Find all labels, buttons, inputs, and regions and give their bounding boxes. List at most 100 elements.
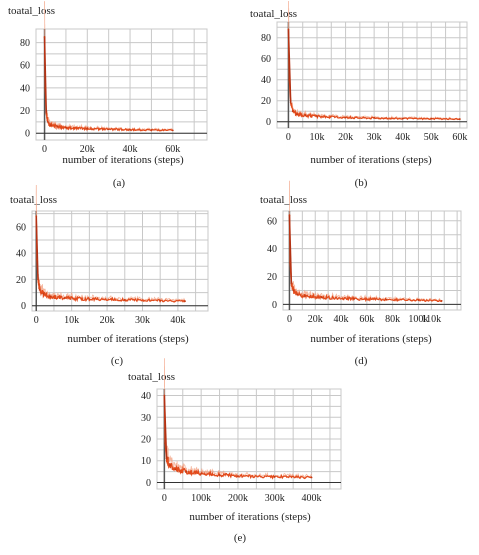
loss-data-point [310,476,313,479]
plot-frame [31,210,209,312]
y-tick-label: 0 [21,301,26,312]
loss-data-point [168,464,171,466]
chart-panel: toatal_loss 0 100k 200k 300k 400k 0 10 20 30 40 num… [128,358,342,544]
y-tick-label: 60 [261,54,271,65]
y-tick-label: 40 [267,244,277,255]
y-tick-label: 40 [16,249,26,260]
loss-data-point [86,127,89,130]
loss-series-shadow [35,184,186,303]
loss-data-point [42,292,45,295]
y-tick-label: 40 [20,83,30,94]
x-axis-label: number of iterations (steps) [189,511,311,523]
y-tick-label: 20 [267,272,277,283]
loss-data-point [288,214,291,217]
y-tick-label: 0 [25,129,30,140]
loss-data-point [36,258,38,261]
x-tick-label: 200k [228,493,248,504]
plot-frame [276,21,468,129]
panel-caption: (e) [234,532,247,544]
loss-data-point [45,111,48,114]
loss-initial-spike [288,215,293,284]
loss-data-point [164,442,166,445]
loss-data-point [43,36,46,38]
x-tick-label: 0 [42,144,47,155]
loss-data-point [35,215,38,218]
loss-data-point [316,115,318,118]
x-axis-label: number of iterations (steps) [67,333,189,345]
y-tick-label: 10 [141,456,151,467]
x-tick-label: 50k [424,132,439,143]
x-tick-label: 40k [395,132,410,143]
y-tick-label: 60 [20,61,30,72]
x-tick-label: 80k [385,314,400,325]
x-tick-label: 0 [287,314,292,325]
loss-data-point [49,295,52,298]
x-tick-label: 40k [123,144,138,155]
loss-initial-spike [43,36,48,113]
y-tick-label: 80 [261,33,271,44]
loss-data-point [291,110,294,113]
x-axis-label: number of iterations (steps) [62,154,184,166]
loss-series-line [35,216,186,303]
y-tick-label: 30 [141,413,151,424]
x-tick-label: 100k [408,314,428,325]
y-tick-label: 20 [261,96,271,107]
x-tick-label: 60k [359,314,374,325]
x-tick-label: 100k [191,493,211,504]
loss-data-point [218,473,221,476]
panel-title: toatal_loss [128,371,175,383]
loss-data-point [296,293,299,296]
panel-caption: (c) [111,355,124,367]
loss-data-point [320,296,323,299]
loss-initial-spike [163,395,168,459]
loss-data-point [287,28,290,31]
loss-data-point [373,117,376,119]
loss-data-point [401,117,404,120]
x-tick-label: 10k [310,132,325,143]
loss-data-point [289,101,292,104]
panel-caption: (a) [113,177,126,189]
loss-data-point [38,289,41,291]
x-tick-label: 110k [422,314,442,325]
loss-data-point [63,296,66,299]
loss-data-point [289,261,291,264]
x-axis-label: number of iterations (steps) [310,154,432,166]
loss-data-point [129,128,131,131]
x-tick-label: 20k [338,132,353,143]
loss-data-point [304,114,307,117]
y-tick-label: 80 [20,38,30,49]
loss-data-point [171,129,174,132]
loss-data-point [165,457,168,460]
plot-frame [35,28,208,141]
loss-data-point [304,295,306,297]
loss-data-point [56,125,59,128]
chart-panel: toatal_loss 0 10k 20k 30k 40k 0 20 40 60 number of… [10,184,209,367]
loss-data-point [237,475,239,477]
loss-data-point [458,118,461,120]
loss-data-point [200,472,203,475]
x-tick-label: 60k [165,144,180,155]
loss-series-line [43,36,173,132]
loss-data-point [440,300,443,302]
loss-data-point [185,470,188,473]
loss-data-point [123,298,126,301]
x-tick-label: 0 [286,132,291,143]
x-tick-label: 0 [34,315,39,326]
y-tick-label: 0 [146,478,151,489]
loss-series-line [288,215,442,303]
loss-data-point [150,129,153,131]
x-tick-label: 20k [80,144,95,155]
x-tick-label: 0 [162,493,167,504]
y-tick-label: 0 [266,117,271,128]
chart-panel: toatal_loss 0 20k 40k 60k 0 20 40 60 80 number of … [8,1,208,189]
loss-data-point [37,278,39,281]
loss-data-point [50,124,52,127]
y-tick-label: 60 [267,216,277,227]
loss-initial-spike [287,29,292,103]
panel-title: toatal_loss [8,5,55,17]
y-tick-label: 20 [20,106,30,117]
x-tick-label: 40k [334,314,349,325]
panel-caption: (b) [355,177,368,189]
x-axis-label: number of iterations (steps) [310,333,432,345]
